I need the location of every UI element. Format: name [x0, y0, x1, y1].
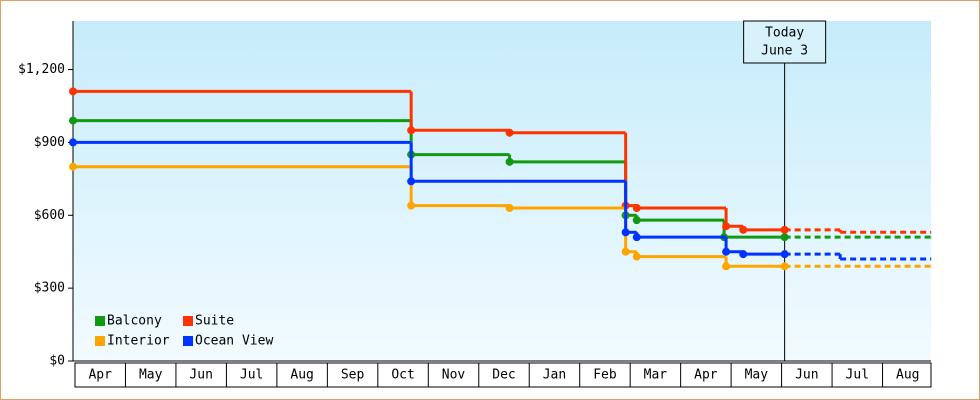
x-tick-label: Feb: [593, 368, 617, 383]
point: [780, 250, 789, 259]
x-tick-label: Sep: [341, 368, 365, 383]
point: [632, 233, 641, 242]
legend-label: Balcony: [107, 314, 162, 329]
point: [407, 201, 416, 210]
point: [505, 157, 514, 166]
legend-label: Interior: [107, 334, 170, 349]
point: [407, 126, 416, 135]
x-tick-label: Apr: [694, 368, 718, 383]
x-tick-label: Aug: [290, 368, 313, 383]
legend-swatch: [183, 316, 193, 326]
x-tick-label: Dec: [492, 368, 515, 383]
x-tick-label: Oct: [391, 368, 414, 383]
x-tick-label: Aug: [896, 368, 919, 383]
point: [739, 250, 748, 259]
today-box: [743, 20, 827, 64]
point: [780, 233, 789, 242]
x-tick-label: Apr: [88, 368, 112, 383]
point: [69, 162, 77, 171]
x-tick-label: Mar: [644, 368, 668, 383]
point: [69, 87, 77, 96]
point: [69, 116, 77, 125]
legend-label: Suite: [195, 314, 234, 329]
y-tick-label: $900: [34, 135, 65, 150]
point: [505, 204, 514, 212]
point: [407, 177, 416, 186]
point: [722, 262, 731, 271]
x-tick-label: May: [139, 368, 163, 383]
x-tick-label: Jan: [543, 368, 566, 383]
point: [780, 262, 789, 271]
point: [632, 216, 641, 225]
today-label: Today: [765, 26, 804, 41]
plot-area: [73, 21, 931, 361]
legend-swatch: [95, 316, 105, 326]
legend-swatch: [183, 336, 193, 346]
legend-label: Ocean View: [195, 334, 273, 349]
point: [739, 225, 748, 234]
x-tick-label: May: [745, 368, 769, 383]
x-tick-label: Jul: [846, 368, 869, 383]
x-tick-label: Jun: [795, 368, 818, 383]
legend-swatch: [95, 336, 105, 346]
point: [69, 138, 77, 147]
point: [722, 247, 731, 256]
y-tick-label: $600: [34, 208, 65, 223]
x-tick-label: Jun: [189, 368, 212, 383]
point: [632, 204, 641, 212]
y-tick-label: $1,200: [18, 62, 65, 77]
y-tick-label: $0: [49, 354, 65, 369]
point: [780, 225, 789, 234]
point: [621, 228, 630, 237]
x-tick-label: Jul: [240, 368, 263, 383]
x-axis-box: [74, 362, 932, 388]
point: [621, 247, 630, 256]
point: [632, 252, 641, 261]
x-tick-label: Nov: [442, 368, 466, 383]
y-tick-label: $300: [34, 281, 65, 296]
point: [505, 128, 514, 137]
point: [722, 222, 731, 231]
today-label: June 3: [761, 44, 808, 59]
